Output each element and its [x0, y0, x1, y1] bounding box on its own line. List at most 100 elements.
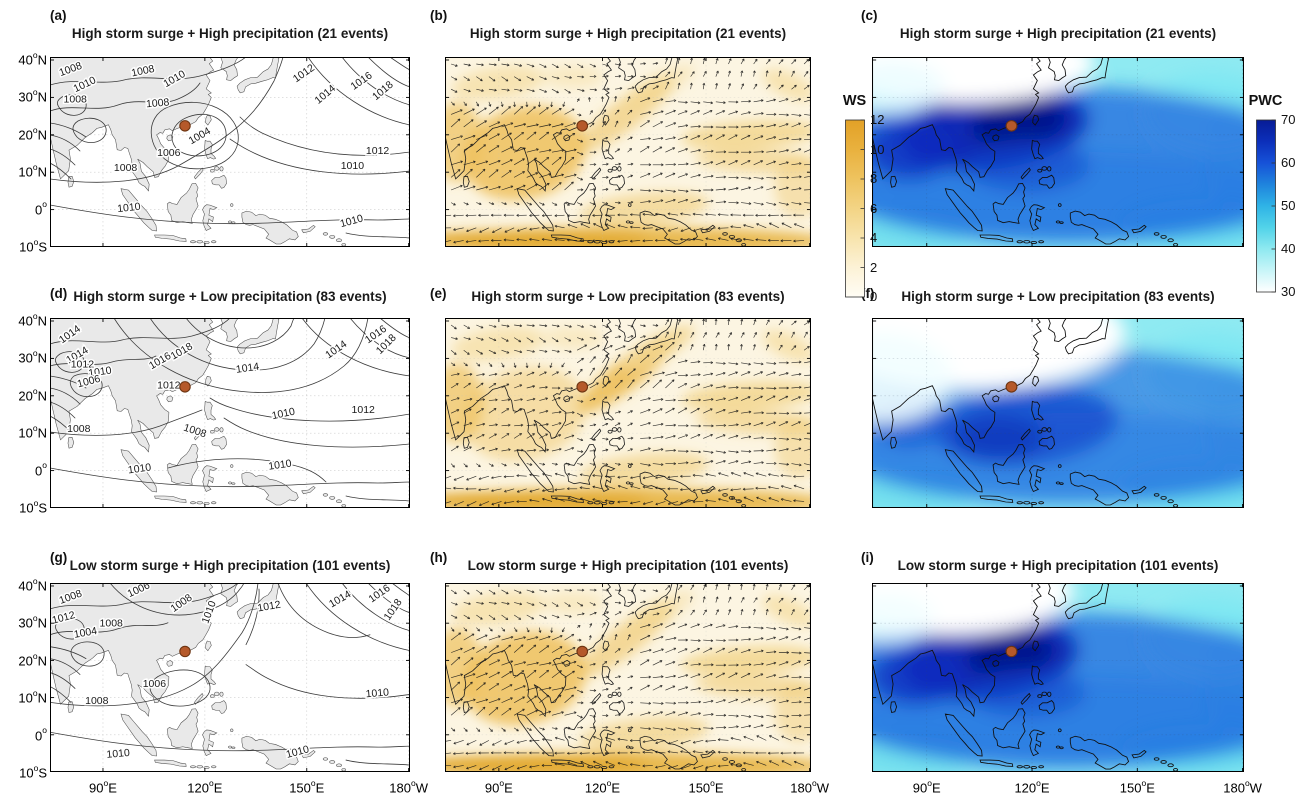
- contour-label: 1012: [71, 358, 95, 370]
- pwc-colorbar-tick: 50: [1281, 198, 1296, 213]
- pwc-map-f: [872, 318, 1244, 508]
- y-axis-label: 30oN: [18, 613, 47, 631]
- station-marker-dot: [576, 120, 589, 132]
- contour-label: 1006: [143, 679, 167, 690]
- panel-letter-g: (g): [50, 550, 68, 565]
- y-axis-label: 40oN: [18, 49, 47, 68]
- contour-label: 1008: [64, 94, 88, 106]
- coastline: [872, 57, 1179, 247]
- contour-label: 1006: [157, 147, 181, 159]
- station-marker-dot: [1005, 120, 1018, 132]
- panel-title-d: High storm surge + Low precipitation (83…: [73, 289, 387, 304]
- panel-letter-h: (h): [430, 550, 448, 565]
- panel-letter-b: (b): [430, 8, 448, 23]
- panel-title-h: Low storm surge + High precipitation (10…: [467, 558, 789, 573]
- wind-map-e: [445, 318, 811, 508]
- contour-label: 1010: [268, 458, 293, 473]
- pwc-colorbar-tick: 30: [1281, 284, 1296, 299]
- panel-letter-a: (a): [50, 8, 67, 23]
- pwc-colorbar: [1256, 119, 1276, 293]
- x-axis-label: 90oE: [912, 777, 941, 796]
- wind-vectors: [445, 318, 811, 507]
- x-axis-label: 120oE: [1014, 777, 1050, 796]
- wind-vectors: [445, 57, 811, 244]
- x-axis-label: 150oE: [289, 777, 325, 796]
- y-axis-label: 0o: [35, 199, 47, 217]
- contour-label: 1008: [85, 696, 109, 707]
- y-axis-label: 20oN: [18, 385, 47, 404]
- wind-vectors: [445, 583, 811, 771]
- panel-a: 1008 1010 1008 1008 1010 1008 1012 1014 1016 1018…: [50, 57, 410, 247]
- contour-label: 1014: [235, 361, 260, 376]
- pwc-colorbar-tick: 60: [1281, 155, 1296, 170]
- panel-title-f: High storm surge + Low precipitation (83…: [901, 289, 1215, 304]
- y-axis-label: 20oN: [18, 124, 47, 143]
- panel-title-c: High storm surge + High precipitation (2…: [899, 26, 1217, 41]
- ws-colorbar-tick: 8: [870, 171, 878, 186]
- panel-letter-e: (e): [430, 286, 447, 301]
- station-marker-dot: [179, 645, 191, 658]
- panel-title-b: High storm surge + High precipitation (2…: [469, 26, 787, 41]
- y-axis-label: 30oN: [18, 348, 47, 366]
- panel-e: [445, 318, 811, 508]
- coastline: [445, 583, 747, 772]
- coastline: [872, 318, 1179, 508]
- y-axis-label: 10oS: [19, 236, 47, 255]
- x-axis-label: 150oE: [1119, 777, 1155, 796]
- ws-colorbar-tick: 0: [870, 289, 878, 304]
- y-axis-label: 10oN: [18, 161, 47, 180]
- coastline: [872, 583, 1179, 772]
- wind-map-b: [445, 57, 811, 247]
- station-marker-dot: [1005, 645, 1018, 658]
- coastline: [445, 318, 747, 508]
- contour-label: 1012: [352, 404, 376, 416]
- panel-h: [445, 583, 811, 772]
- contour-label: 1012: [366, 145, 390, 157]
- pwc-colorbar-tick: 70: [1281, 112, 1296, 127]
- coastline: [50, 318, 347, 508]
- pwc-colorbar-title: PWC: [1248, 93, 1283, 109]
- coastline: [445, 57, 747, 247]
- panel-g: 1006 1008 1008 1010 1012 1008 1004 1012 1014 1016…: [50, 583, 410, 772]
- station-marker-dot: [576, 645, 589, 658]
- contour-label: 1010: [88, 364, 113, 379]
- ws-colorbar: [845, 119, 865, 298]
- contour-label: 1010: [365, 687, 389, 700]
- y-axis-label: 30oN: [18, 87, 47, 105]
- pwc-map-i: [872, 583, 1244, 772]
- panel-d: 1014 1014 1012 1010 1006 1018 1016 1014 1012 1008…: [50, 318, 410, 508]
- x-axis-label: 180oW: [790, 777, 829, 796]
- ws-colorbar-tick: 10: [870, 141, 885, 157]
- panel-c: [872, 57, 1244, 247]
- y-axis-label: 10oN: [18, 687, 47, 706]
- station-marker-dot: [179, 120, 191, 132]
- panel-f: [872, 318, 1244, 508]
- x-axis-label: 120oE: [584, 777, 620, 796]
- x-axis-label: 180oW: [389, 777, 428, 796]
- panel-title-g: Low storm surge + High precipitation (10…: [69, 558, 391, 573]
- y-axis-label: 40oN: [18, 310, 47, 329]
- pwc-map-c: [872, 57, 1244, 247]
- coastline: [50, 583, 347, 772]
- contour-label: 1010: [341, 160, 365, 172]
- panel-b: [445, 57, 811, 247]
- station-marker-dot: [179, 381, 191, 393]
- contour-label: 1008: [100, 618, 124, 629]
- x-axis-label: 180oW: [1223, 777, 1262, 796]
- y-axis-label: 20oN: [18, 650, 47, 669]
- ws-colorbar-tick: 12: [870, 112, 885, 127]
- contour-label: 1008: [67, 423, 91, 435]
- panel-letter-c: (c): [861, 8, 878, 23]
- ws-colorbar-tick: 6: [870, 200, 878, 216]
- panel-letter-i: (i): [861, 550, 874, 565]
- station-marker-dot: [576, 381, 589, 393]
- contour-label: 1008: [146, 96, 170, 110]
- contour-label: 1010: [106, 748, 130, 761]
- station-marker-dot: [1005, 381, 1018, 393]
- panel-i: [872, 583, 1244, 772]
- panel-title-e: High storm surge + Low precipitation (83…: [471, 289, 785, 304]
- pwc-colorbar-tick: 40: [1281, 241, 1296, 256]
- x-axis-label: 120oE: [187, 777, 223, 796]
